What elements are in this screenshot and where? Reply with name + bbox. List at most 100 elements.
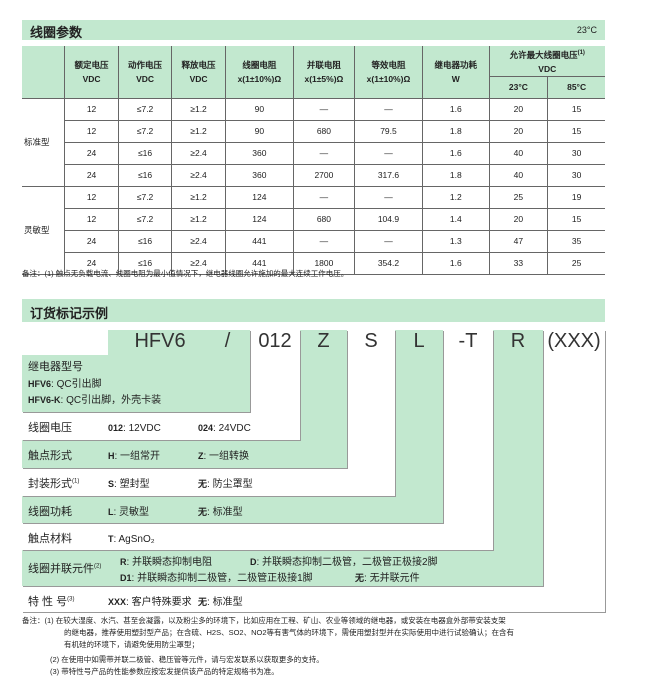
table-cell: ≥1.2: [171, 98, 226, 121]
table-cell: 1.3: [422, 230, 490, 253]
option-desc: : 客户特殊要求: [126, 597, 192, 608]
table-cell: ≤7.2: [117, 98, 172, 121]
table-cell: 1.2: [422, 186, 490, 209]
table-cell: 47: [488, 230, 548, 253]
table-cell: 12: [64, 208, 119, 231]
table-cell: —: [292, 98, 355, 121]
option-desc: : AgSnO₂: [113, 534, 155, 545]
table-cell: 35: [547, 230, 605, 253]
table-cell: 12: [64, 120, 119, 143]
table-cell: 40: [488, 164, 548, 187]
row-label: 触点材料: [28, 533, 72, 545]
table-cell: 40: [488, 142, 548, 165]
table-row: 24 ≤16 ≥2.4 360— —1.6 40 30: [22, 142, 605, 165]
code-segment: R: [510, 330, 526, 352]
code-segment: (XXX): [547, 330, 601, 352]
table-cell: 1.8: [422, 164, 490, 187]
table-cell: 12: [64, 98, 119, 121]
table-cell: 30: [547, 142, 605, 165]
table-cell: 1.6: [422, 98, 490, 121]
order-row: 封装形式(1) S: 塑封型 无: 防尘罩型: [28, 478, 253, 490]
option-code: 012: [108, 423, 124, 433]
table-cell: 24: [64, 164, 119, 187]
table-cell: 30: [547, 164, 605, 187]
option-code: D1: [120, 573, 132, 583]
table-cell: 1.6: [422, 252, 490, 275]
col-header: 释放电压 VDC: [171, 46, 226, 99]
table-row: 12 ≤7.2 ≥1.2 124 680 104.9 1.4 20 15: [22, 208, 605, 231]
table-cell: —: [292, 186, 355, 209]
option-code: R: [120, 557, 127, 567]
table-cell: ≥1.2: [171, 208, 226, 231]
table-cell: 680: [292, 120, 355, 143]
table-cell: ≥1.2: [171, 120, 226, 143]
option-desc: : 并联瞬态抑制二极管，二极管正极接2脚: [256, 557, 438, 568]
table-cell: 15: [547, 120, 605, 143]
col-header: 并联电阻 x(1±5%)Ω: [292, 46, 355, 99]
table-cell: 124: [224, 208, 294, 231]
option-code: H: [108, 451, 115, 461]
option-code: D: [250, 557, 257, 567]
option-code: HFV6-K: [28, 395, 61, 405]
table-cell: 2700: [292, 164, 355, 187]
option-code: T: [108, 534, 114, 544]
option-desc: : 一组常开: [114, 451, 161, 462]
group-header: [22, 46, 65, 99]
ambient-temp: 23°C: [576, 25, 597, 35]
table-cell: 24: [64, 230, 119, 253]
max-voltage-header: 允许最大线圈电压(1) VDC: [488, 46, 605, 77]
option-desc: : 24VDC: [213, 423, 251, 434]
table-cell: 360: [224, 164, 294, 187]
table-cell: ≤7.2: [117, 208, 172, 231]
order-row: 线圈功耗 L: 灵敏型 无: 标准型: [28, 503, 288, 519]
table-cell: 317.6: [353, 164, 423, 187]
table-cell: ≤7.2: [117, 120, 172, 143]
code-segment: L: [413, 330, 425, 352]
option-code: 024: [198, 423, 214, 433]
option-desc: : 标准型: [207, 507, 243, 518]
option-code: 无: [198, 597, 208, 607]
table-cell: 25: [488, 186, 548, 209]
table-cell: 24: [64, 252, 119, 275]
table-cell: —: [353, 186, 423, 209]
table-cell: ≥2.4: [171, 230, 226, 253]
col-header: 继电器功耗 W: [422, 46, 490, 99]
table-cell: ≤16: [117, 164, 172, 187]
section-title: 线圈参数: [30, 25, 83, 40]
code-segment: /: [224, 330, 231, 352]
table-cell: 79.5: [353, 120, 423, 143]
col-header: 线圈电阻 x(1±10%)Ω: [224, 46, 294, 99]
option-code: 无: [355, 573, 365, 583]
option-desc: : 一组转换: [203, 451, 250, 462]
col-header: 等效电阻 x(1±10%)Ω: [353, 46, 423, 99]
group-label: 标准型: [22, 98, 65, 187]
row-label: 线圈电压: [28, 422, 72, 434]
order-row: 触点形式 H: 一组常开 Z: 一组转换: [28, 447, 288, 463]
order-note: 的继电器，推荐使用塑封型产品；在含硫、H2S、SO2、NO2等有害气体的环境下，…: [64, 628, 515, 637]
order-row: 线圈电压 012: 12VDC 024: 24VDC: [28, 419, 288, 435]
table-cell: 680: [292, 208, 355, 231]
table-cell: ≤16: [117, 252, 172, 275]
option-code: HFV6: [28, 379, 52, 389]
table-cell: 441: [224, 252, 294, 275]
table-row: 标准型 12 ≤7.2 ≥1.2 90— —1.6 20 15: [22, 98, 605, 187]
option-code: XXX: [108, 597, 127, 607]
option-desc: : 12VDC: [123, 423, 161, 434]
table-cell: 90: [224, 120, 294, 143]
option-code: Z: [198, 451, 204, 461]
option-code: L: [108, 507, 114, 517]
group-label: 灵敏型: [22, 186, 65, 275]
table-row: 12 ≤7.2 ≥1.2 90 680 79.5 1.8 20 15: [22, 120, 605, 143]
option-code: 无: [198, 507, 208, 517]
coil-note: 备注：(1) 触点无负载电流、线圈电阻为最小值情况下，继电器线圈允许施加的最大连…: [22, 269, 349, 278]
table-cell: —: [353, 98, 423, 121]
option-desc: : 标准型: [207, 597, 243, 608]
table-cell: 1800: [292, 252, 355, 275]
code-segment: -T: [458, 330, 478, 352]
option-desc: : 塑封型: [114, 479, 150, 490]
order-note: 有机硅的环境下，请避免使用防尘罩型；: [64, 640, 199, 649]
option-code: 无: [198, 479, 208, 489]
coil-table: 额定电压 VDC 动作电压 VDC 释放电压 VDC 线圈电阻 x(1±10%)Ω 并联电阻 x(…: [22, 46, 605, 275]
code-segment: Z: [317, 330, 330, 352]
table-cell: 124: [224, 186, 294, 209]
